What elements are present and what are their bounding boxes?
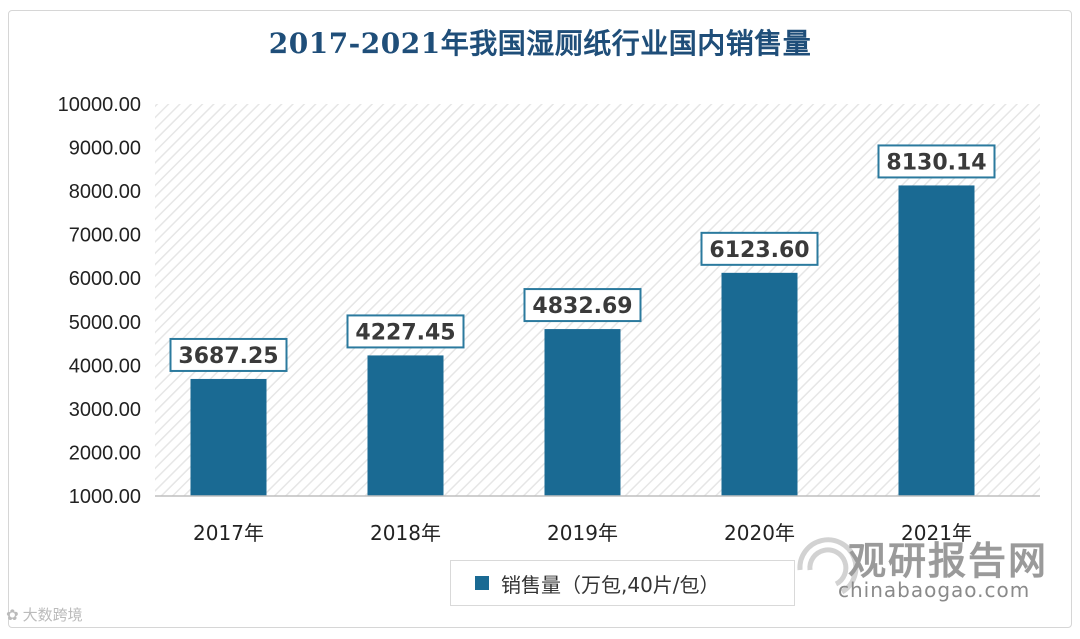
watermark-logo-icon — [797, 537, 859, 595]
bar — [367, 355, 444, 496]
x-tick-label: 2018年 — [370, 521, 441, 545]
legend-swatch — [475, 576, 489, 590]
y-tick-label: 10000.00 — [58, 94, 141, 116]
data-label-box — [169, 337, 288, 372]
bar — [190, 378, 267, 496]
y-tick-label: 7000.00 — [69, 225, 141, 247]
data-label: 8130.14 — [886, 150, 986, 175]
data-label-box — [700, 231, 819, 266]
y-tick-label: 3000.00 — [69, 399, 141, 421]
y-tick-label: 1000.00 — [69, 486, 141, 508]
data-label-box — [877, 144, 996, 179]
watermark-corner-text: 大数跨境 — [22, 606, 83, 624]
y-tick-label: 2000.00 — [69, 442, 141, 464]
data-label-box — [523, 288, 642, 323]
data-label: 4227.45 — [355, 320, 455, 345]
bar — [721, 272, 798, 496]
y-tick-label: 9000.00 — [69, 138, 141, 160]
y-tick-label: 4000.00 — [69, 355, 141, 377]
x-tick-label: 2021年 — [901, 521, 972, 545]
y-tick-label: 8000.00 — [69, 181, 141, 203]
bar — [898, 185, 975, 496]
legend-label: 销售量（万包,40片/包） — [501, 572, 720, 597]
y-tick-label: 6000.00 — [69, 268, 141, 290]
watermark-corner: ✿ 大数跨境 — [6, 604, 83, 625]
legend: 销售量（万包,40片/包） — [450, 560, 795, 606]
x-tick-label: 2020年 — [724, 521, 795, 545]
data-label-box — [346, 314, 465, 349]
bar — [544, 329, 621, 496]
x-tick-label: 2017年 — [193, 521, 264, 545]
chart-title: 2017-2021年我国湿厕纸行业国内销售量 — [268, 27, 812, 60]
data-label: 6123.60 — [709, 238, 809, 263]
y-tick-label: 5000.00 — [69, 312, 141, 334]
data-label: 3687.25 — [178, 344, 278, 369]
wechat-icon: ✿ — [6, 605, 19, 624]
watermark-brand-en: chinabaogao.com — [838, 578, 1031, 602]
data-label: 4832.69 — [532, 294, 632, 319]
x-tick-label: 2019年 — [547, 521, 618, 545]
watermark-brand-cn: 观研报告网 — [848, 539, 1049, 583]
